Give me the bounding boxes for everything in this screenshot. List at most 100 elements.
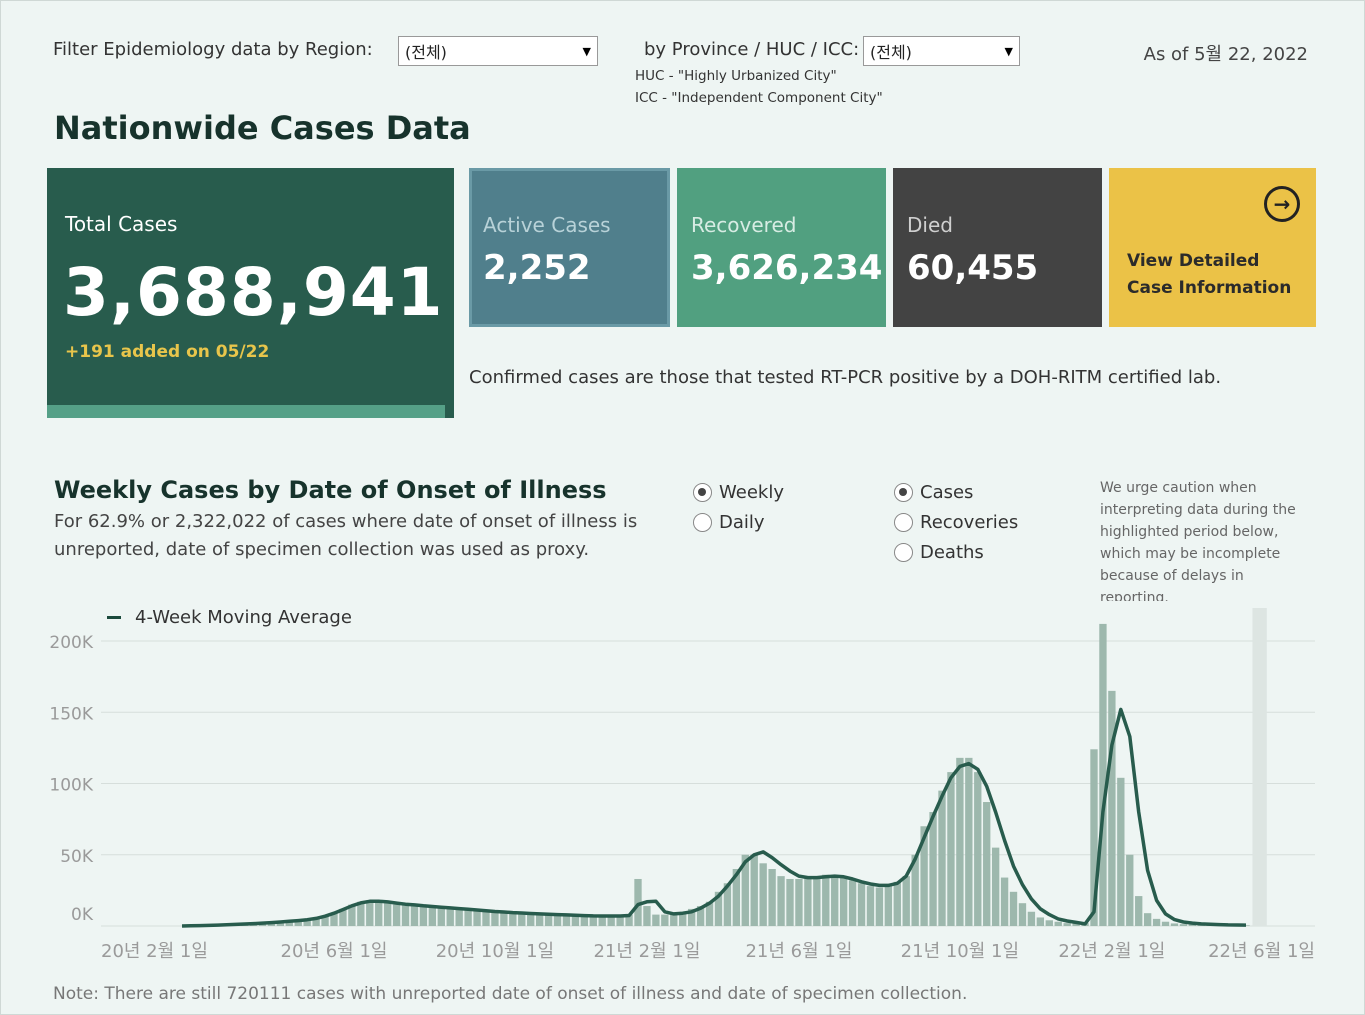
- weekly-case-bar[interactable]: [527, 913, 535, 926]
- weekly-case-bar[interactable]: [1090, 749, 1098, 926]
- weekly-case-bar[interactable]: [991, 847, 1000, 926]
- weekly-case-bar[interactable]: [1108, 690, 1116, 926]
- weekly-case-bar[interactable]: [580, 916, 589, 926]
- weekly-case-bar[interactable]: [1126, 854, 1134, 926]
- weekly-case-bar[interactable]: [679, 913, 687, 926]
- weekly-case-bar[interactable]: [1099, 623, 1107, 926]
- weekly-case-bar[interactable]: [1152, 918, 1161, 926]
- weekly-case-bar[interactable]: [553, 914, 562, 926]
- weekly-case-bar[interactable]: [1009, 891, 1018, 926]
- weekly-case-bar[interactable]: [732, 869, 741, 926]
- weekly-case-bar[interactable]: [312, 918, 320, 926]
- weekly-case-bar[interactable]: [535, 913, 544, 926]
- weekly-case-bar[interactable]: [795, 878, 803, 926]
- weekly-case-bar[interactable]: [375, 901, 383, 926]
- weekly-case-bar[interactable]: [929, 812, 937, 926]
- weekly-case-bar[interactable]: [276, 921, 285, 926]
- weekly-case-bar[interactable]: [491, 911, 499, 926]
- weekly-case-bar[interactable]: [1054, 921, 1062, 926]
- weekly-case-bar[interactable]: [1179, 924, 1188, 926]
- weekly-case-bar[interactable]: [518, 913, 526, 926]
- weekly-case-bar[interactable]: [509, 913, 517, 926]
- weekly-case-bar[interactable]: [670, 914, 678, 926]
- weekly-case-bar[interactable]: [911, 854, 919, 926]
- weekly-case-bar[interactable]: [696, 906, 705, 926]
- weekly-case-bar[interactable]: [607, 916, 615, 926]
- weekly-case-bar[interactable]: [1143, 913, 1152, 926]
- weekly-case-bar[interactable]: [920, 826, 928, 926]
- died-card[interactable]: Died 60,455: [893, 168, 1102, 327]
- weekly-case-bar[interactable]: [974, 772, 982, 926]
- radio-daily[interactable]: Daily: [693, 507, 784, 537]
- weekly-case-bar[interactable]: [813, 876, 821, 926]
- weekly-case-bar[interactable]: [1045, 920, 1053, 926]
- radio-deaths[interactable]: Deaths: [894, 537, 1018, 567]
- weekly-case-bar[interactable]: [437, 907, 445, 926]
- weekly-case-bar[interactable]: [768, 869, 776, 926]
- weekly-case-bar[interactable]: [500, 912, 508, 926]
- weekly-case-bar[interactable]: [893, 881, 901, 926]
- weekly-case-bar[interactable]: [822, 874, 830, 926]
- weekly-case-bar[interactable]: [759, 863, 767, 926]
- weekly-case-bar[interactable]: [839, 877, 848, 926]
- weekly-case-bar[interactable]: [446, 908, 454, 926]
- weekly-case-bar[interactable]: [687, 908, 696, 926]
- weekly-case-bar[interactable]: [938, 790, 946, 926]
- weekly-case-bar[interactable]: [303, 919, 311, 926]
- weekly-case-bar[interactable]: [1063, 923, 1071, 926]
- weekly-case-bar[interactable]: [339, 908, 347, 926]
- weekly-case-bar[interactable]: [1170, 923, 1179, 926]
- weekly-case-bar[interactable]: [965, 757, 973, 926]
- weekly-case-bar[interactable]: [383, 903, 392, 926]
- weekly-case-bar[interactable]: [455, 908, 463, 926]
- weekly-case-bar[interactable]: [321, 916, 329, 926]
- weekly-case-bar[interactable]: [634, 878, 642, 926]
- weekly-case-bar[interactable]: [1161, 921, 1170, 926]
- weekly-case-bar[interactable]: [366, 900, 374, 926]
- weekly-case-bar[interactable]: [723, 883, 732, 926]
- weekly-case-bar[interactable]: [294, 920, 302, 926]
- weekly-case-bar[interactable]: [571, 915, 580, 926]
- weekly-case-bar[interactable]: [589, 916, 597, 926]
- weekly-case-bar[interactable]: [616, 916, 624, 926]
- weekly-case-bar[interactable]: [1242, 925, 1250, 926]
- weekly-case-bar[interactable]: [866, 886, 875, 926]
- weekly-case-bar[interactable]: [902, 876, 910, 926]
- weekly-case-bar[interactable]: [741, 854, 749, 926]
- weekly-case-bar[interactable]: [419, 906, 428, 926]
- weekly-case-bar[interactable]: [643, 906, 651, 926]
- weekly-case-bar[interactable]: [857, 883, 866, 926]
- weekly-case-bar[interactable]: [1188, 924, 1197, 926]
- weekly-case-bar[interactable]: [562, 915, 571, 926]
- weekly-case-bar[interactable]: [285, 921, 293, 926]
- weekly-case-bar[interactable]: [348, 904, 356, 926]
- weekly-case-bar[interactable]: [464, 909, 472, 926]
- weekly-case-bar[interactable]: [705, 901, 714, 926]
- weekly-case-bar[interactable]: [357, 901, 365, 926]
- weekly-case-bar[interactable]: [598, 916, 606, 926]
- view-detailed-button[interactable]: → View Detailed Case Information: [1109, 168, 1316, 327]
- weekly-case-bar[interactable]: [544, 914, 553, 926]
- weekly-case-bar[interactable]: [1036, 917, 1045, 926]
- weekly-case-bar[interactable]: [786, 878, 794, 926]
- weekly-case-bar[interactable]: [1072, 923, 1080, 926]
- radio-recoveries[interactable]: Recoveries: [894, 507, 1018, 537]
- radio-cases[interactable]: Cases: [894, 477, 1018, 507]
- weekly-case-bar[interactable]: [401, 905, 410, 926]
- province-select[interactable]: (전체) ▼: [863, 36, 1020, 66]
- weekly-case-bar[interactable]: [804, 877, 812, 926]
- weekly-case-bar[interactable]: [473, 910, 481, 926]
- weekly-case-bar[interactable]: [983, 802, 991, 926]
- weekly-case-bar[interactable]: [625, 914, 633, 926]
- weekly-case-bar[interactable]: [1018, 903, 1027, 926]
- weekly-case-bar[interactable]: [428, 906, 437, 926]
- weekly-case-bar[interactable]: [777, 876, 785, 926]
- weekly-case-bar[interactable]: [875, 887, 884, 926]
- weekly-case-bar[interactable]: [947, 772, 955, 926]
- weekly-case-bar[interactable]: [652, 914, 660, 926]
- weekly-case-bar[interactable]: [1135, 896, 1143, 926]
- weekly-case-bar[interactable]: [884, 884, 893, 926]
- weekly-case-bar[interactable]: [714, 891, 723, 926]
- weekly-case-bar[interactable]: [1000, 877, 1009, 926]
- weekly-case-bar[interactable]: [956, 757, 964, 926]
